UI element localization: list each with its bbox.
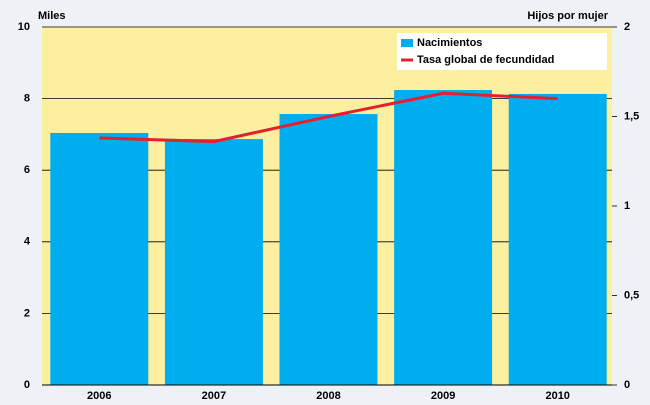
legend-label: Tasa global de fecundidad xyxy=(417,54,554,66)
y-tick-label: 8 xyxy=(24,93,30,105)
y2-tick-label: 0,5 xyxy=(624,289,639,301)
y2-tick-label: 1,5 xyxy=(624,110,639,122)
x-tick-label: 2008 xyxy=(316,390,340,402)
y-tick-label: 2 xyxy=(24,307,30,319)
line xyxy=(99,91,558,144)
legend-box xyxy=(397,33,607,70)
bar xyxy=(279,113,378,385)
bar xyxy=(394,90,493,386)
legend-label: Nacimientos xyxy=(417,37,482,49)
x-tick-label: 2006 xyxy=(87,390,111,402)
x-tick-label: 2010 xyxy=(545,390,569,402)
bar xyxy=(164,139,263,385)
x-tick-label: 2009 xyxy=(431,390,455,402)
bar xyxy=(508,93,607,386)
legend-swatch xyxy=(401,39,413,47)
y2-tick-label: 0 xyxy=(624,379,630,391)
x-tick-label: 2007 xyxy=(202,390,226,402)
bar xyxy=(50,132,149,385)
y-tick-label: 6 xyxy=(24,164,30,176)
y-tick-label: 10 xyxy=(18,21,30,33)
y-tick-label: 4 xyxy=(24,236,31,248)
y2-tick-label: 2 xyxy=(624,21,630,33)
y-axis-label: Miles xyxy=(38,10,66,22)
y2-axis-label: Hijos por mujer xyxy=(527,10,608,22)
y-tick-label: 0 xyxy=(24,379,30,391)
y2-tick-label: 1 xyxy=(624,200,630,212)
